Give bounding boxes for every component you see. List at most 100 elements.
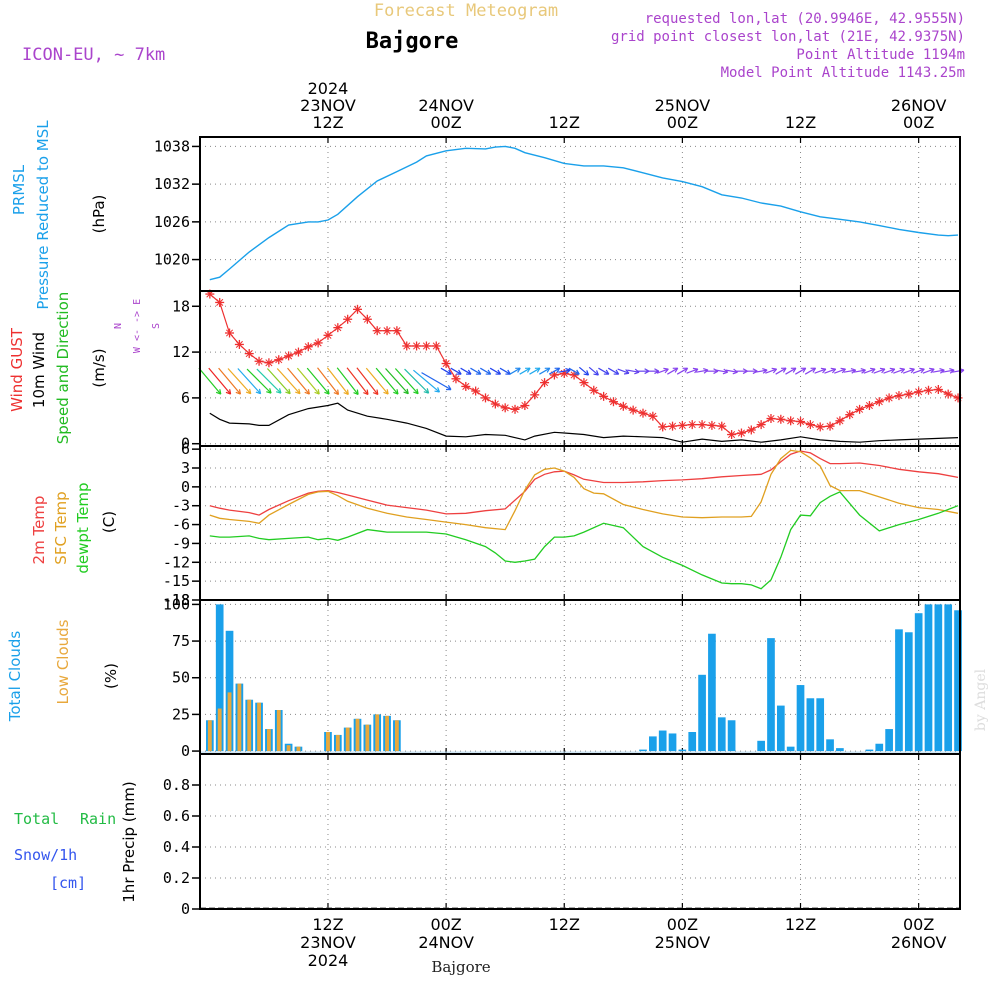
- gust-marker: [343, 314, 353, 324]
- wind-arrow: [336, 367, 359, 396]
- low-cloud-bar: [365, 724, 370, 752]
- gust-marker: [658, 422, 668, 432]
- total-cloud-bar: [865, 749, 874, 752]
- bottom-time-label: 12Z: [785, 915, 816, 934]
- wind-panel: Wind GUST 10m Wind Speed and Direction (…: [8, 289, 965, 453]
- gust-marker: [461, 381, 471, 391]
- total-cloud-bar: [678, 749, 687, 752]
- gust-marker: [796, 417, 806, 427]
- wind-arrow: [256, 368, 282, 394]
- wind-arrow: [883, 367, 896, 374]
- wind10m-line: [209, 402, 959, 443]
- wind-arrow: [317, 367, 340, 396]
- gust-marker: [864, 401, 874, 411]
- total-cloud-bar: [885, 729, 893, 752]
- bottom-time-label: 2024: [308, 951, 349, 970]
- wind-arrow: [824, 367, 837, 374]
- dewpt-label: dewpt Temp: [74, 482, 92, 573]
- wind-arrow: [893, 367, 906, 374]
- wind-arrow: [326, 367, 349, 396]
- y-tick-label: 75: [172, 632, 190, 650]
- wind-arrow: [765, 367, 778, 374]
- wind-arrow: [306, 367, 330, 395]
- panel-frame: [199, 599, 961, 755]
- wind-arrow: [276, 368, 301, 395]
- low-cloud-bar: [345, 727, 350, 752]
- top-time-label: 12Z: [549, 113, 580, 132]
- wind-arrow: [421, 372, 452, 391]
- low-cloud-bar: [237, 683, 242, 752]
- bottom-time-label: 24NOV: [418, 933, 474, 952]
- gust-marker: [727, 430, 737, 440]
- low-cloud-bar: [394, 720, 399, 752]
- gust-marker: [628, 405, 638, 415]
- gust-marker: [904, 389, 914, 399]
- gust-marker: [668, 421, 678, 431]
- gust-marker: [933, 384, 943, 394]
- bottom-time-label: 25NOV: [655, 933, 711, 952]
- y-tick-label: 1020: [154, 251, 190, 269]
- requested-coords: requested lon,lat (20.9946E, 42.9555N): [645, 11, 965, 27]
- top-time-label: 24NOV: [418, 96, 474, 115]
- y-tick-label: 1032: [154, 175, 190, 193]
- wind-arrow: [922, 367, 935, 374]
- pressure-label-long: Pressure Reduced to MSL: [34, 120, 52, 310]
- gust-marker: [254, 356, 264, 366]
- wind-arrow: [385, 368, 409, 395]
- wind-arrow: [208, 367, 232, 395]
- wind-arrow: [237, 368, 262, 395]
- point-altitude: Point Altitude 1194m: [796, 47, 965, 63]
- wind-arrow: [460, 367, 472, 375]
- gust-marker: [215, 297, 225, 307]
- sfc-label: SFC Temp: [52, 491, 70, 564]
- gust-marker: [884, 393, 894, 403]
- total-cloud-bar: [895, 629, 903, 752]
- total-cloud-bar: [698, 674, 706, 752]
- y-tick-label: -9: [172, 534, 190, 552]
- y-tick-label: 18: [172, 297, 190, 315]
- total-cloud-bar: [658, 730, 667, 752]
- wind-arrow: [246, 368, 272, 394]
- y-tick-label: 0.2: [163, 869, 190, 887]
- gust-marker: [313, 338, 323, 348]
- low-clouds-label: Low Clouds: [54, 619, 72, 704]
- gust-marker: [776, 414, 786, 424]
- gust-marker: [608, 397, 618, 407]
- total-cloud-bar: [215, 604, 224, 752]
- low-cloud-bar: [217, 708, 222, 752]
- panel-frame: [199, 445, 961, 601]
- y-tick-label: 50: [172, 669, 190, 687]
- temp-unit: (C): [100, 511, 118, 533]
- gust-marker: [421, 341, 431, 351]
- y-tick-label: 0: [181, 435, 190, 453]
- wind-arrow: [375, 367, 399, 395]
- panel-frame: [199, 136, 961, 292]
- total-cloud-bar: [806, 698, 815, 752]
- gust-marker: [687, 420, 697, 430]
- total-cloud-bar: [816, 698, 825, 752]
- low-cloud-bar: [276, 710, 281, 752]
- wind-arrow: [686, 367, 699, 374]
- clouds-panel: Total Clouds Low Clouds (%) 0 25 50 75 100: [6, 595, 962, 760]
- wind-arrow: [450, 367, 462, 375]
- compass-west-east: W <- -> E: [132, 299, 143, 353]
- gust-marker: [953, 393, 963, 403]
- total-cloud-bar: [934, 604, 943, 752]
- wind-arrow: [912, 367, 925, 374]
- gust-marker: [353, 304, 363, 314]
- gust-marker: [894, 391, 904, 401]
- top-time-label: 00Z: [430, 113, 461, 132]
- bottom-time-label: 00Z: [430, 915, 461, 934]
- gust-marker: [648, 411, 658, 421]
- wind-arrow: [598, 367, 610, 375]
- gust-marker: [293, 347, 303, 357]
- wind-arrow: [873, 367, 886, 374]
- gust-marker: [500, 403, 510, 413]
- y-tick-label: 0: [181, 900, 190, 918]
- wind-arrow: [745, 368, 758, 375]
- gust-marker: [599, 391, 609, 401]
- gust-marker: [480, 393, 490, 403]
- total-cloud-bar: [914, 613, 923, 752]
